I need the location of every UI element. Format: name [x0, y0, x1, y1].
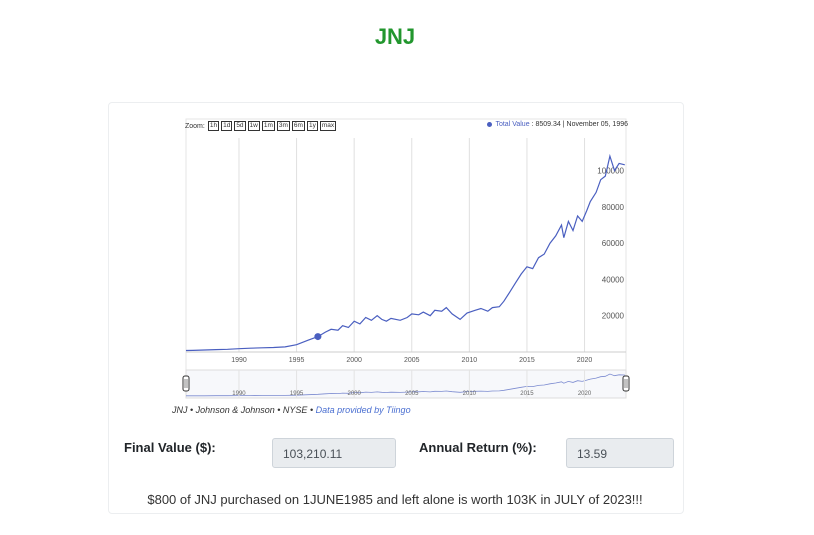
y-tick-label: 60000 — [602, 239, 625, 248]
x-tick-label: 2000 — [346, 357, 362, 364]
x-tick-label: 1990 — [231, 357, 247, 364]
annual-return-field[interactable]: 13.59 — [566, 438, 674, 468]
price-chart[interactable]: 1990 1995 2000 2005 2010 2015 2020 20000 40000 60… — [174, 116, 638, 406]
navigator-tick-label: 2015 — [520, 391, 534, 397]
zoom-button-3m[interactable]: 3m — [276, 121, 290, 131]
zoom-button-6m[interactable]: 6m — [291, 121, 305, 131]
navigator-series — [186, 373, 625, 397]
zoom-button-max[interactable]: max — [319, 121, 337, 131]
zoom-button-5d[interactable]: 5d — [234, 121, 246, 131]
data-provider-link[interactable]: Data provided by Tiingo — [315, 405, 411, 415]
zoom-bar: Zoom: 1h 1d 5d 1w 1m 3m 6m 1y max — [185, 121, 338, 131]
zoom-button-1y[interactable]: 1y — [306, 121, 318, 131]
chart-attribution: JNJ • Johnson & Johnson • NYSE • Data pr… — [172, 405, 411, 415]
x-tick-label: 2010 — [462, 357, 478, 364]
navigator-handle-right[interactable] — [622, 375, 630, 392]
zoom-button-1m[interactable]: 1m — [261, 121, 275, 131]
summary-text: $800 of JNJ purchased on 1JUNE1985 and l… — [147, 492, 643, 507]
readout-colon: : — [531, 121, 536, 128]
attribution-ticker: JNJ — [172, 405, 188, 415]
zoom-button-1d[interactable]: 1d — [221, 121, 233, 131]
chart-container: 1990 1995 2000 2005 2010 2015 2020 20000 40000 60… — [174, 116, 638, 406]
navigator-handle-left[interactable] — [182, 375, 190, 392]
navigator-tick-label: 1990 — [232, 391, 246, 397]
hover-readout: Total Value : 8509.34 | November 05, 199… — [487, 121, 628, 128]
y-tick-label: 20000 — [602, 312, 625, 321]
series-dot-icon — [487, 122, 493, 127]
navigator-tick-label: 2005 — [405, 391, 419, 397]
final-value-label: Final Value ($): — [124, 440, 216, 455]
navigator-tick-label: 1995 — [290, 391, 304, 397]
readout-series-name: Total Value — [495, 121, 530, 128]
navigator-tick-label: 2010 — [463, 391, 477, 397]
navigator-tick-label: 2000 — [347, 391, 361, 397]
page-title: JNJ — [374, 24, 416, 49]
attribution-exchange: NYSE — [282, 405, 308, 415]
zoom-button-1w[interactable]: 1w — [247, 121, 260, 131]
x-tick-label: 2020 — [577, 357, 593, 364]
series-line-total-value — [185, 153, 625, 352]
y-tick-label: 40000 — [602, 275, 625, 284]
zoom-button-1h[interactable]: 1h — [207, 121, 220, 131]
y-tick-label: 100000 — [597, 167, 624, 176]
readout-separator: | — [560, 121, 567, 128]
attribution-company: Johnson & Johnson — [195, 405, 275, 415]
y-tick-label: 80000 — [602, 203, 625, 212]
zoom-label: Zoom: — [185, 122, 205, 130]
hover-marker — [314, 333, 322, 341]
readout-value: 8509.34 — [535, 121, 561, 128]
navigator-tick-label: 2020 — [578, 391, 592, 397]
x-tick-label: 1995 — [289, 357, 305, 364]
x-tick-label: 2005 — [404, 357, 420, 364]
readout-date: November 05, 1996 — [566, 121, 628, 128]
annual-return-label: Annual Return (%): — [419, 440, 537, 455]
navigator-track — [185, 369, 627, 399]
x-tick-label: 2015 — [519, 357, 535, 364]
final-value-field[interactable]: 103,210.11 — [272, 438, 396, 468]
